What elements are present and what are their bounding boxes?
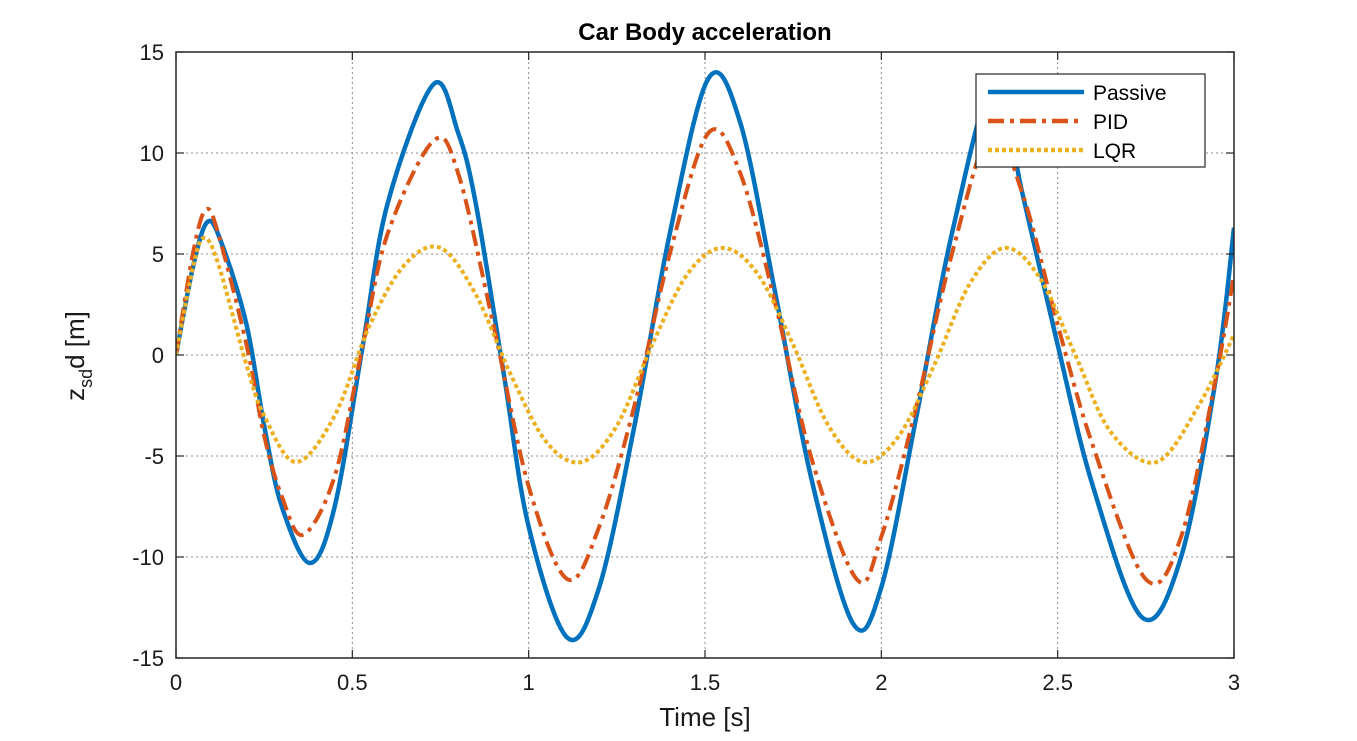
series-line-pid — [176, 127, 1234, 586]
x-tick-label: 0 — [170, 670, 182, 695]
y-tick-label: -5 — [144, 444, 164, 469]
y-tick-label: 15 — [140, 40, 164, 65]
y-tick-label: -10 — [132, 545, 164, 570]
x-tick-label: 2.5 — [1042, 670, 1073, 695]
x-tick-label: 3 — [1228, 670, 1240, 695]
y-tick-label: 10 — [140, 141, 164, 166]
legend-box — [975, 73, 1206, 168]
series-line-lqr — [176, 235, 1234, 465]
grid — [176, 52, 1234, 658]
y-tick-label: -15 — [132, 646, 164, 671]
x-tick-label: 2 — [875, 670, 887, 695]
x-tick-label: 1 — [523, 670, 535, 695]
y-tick-label: 0 — [152, 343, 164, 368]
series-layer — [176, 70, 1234, 643]
legend-label-passive: Passive — [1093, 82, 1167, 105]
x-tick-label: 1.5 — [690, 670, 721, 695]
series-line-passive — [176, 70, 1234, 643]
legend: Passive PID LQR — [975, 73, 1206, 168]
y-tick-label: 5 — [152, 242, 164, 267]
legend-label-lqr: LQR — [1093, 140, 1136, 163]
chart-title: Car Body acceleration — [578, 19, 831, 46]
ticks: 0 0.5 1 1.5 2 2.5 3 -15 -10 -5 0 5 10 15 — [132, 40, 1240, 695]
x-tick-label: 0.5 — [337, 670, 368, 695]
y-axis-label: zsdd [m] — [60, 311, 96, 401]
legend-label-pid: PID — [1093, 111, 1128, 134]
x-axis-label: Time [s] — [659, 702, 750, 732]
